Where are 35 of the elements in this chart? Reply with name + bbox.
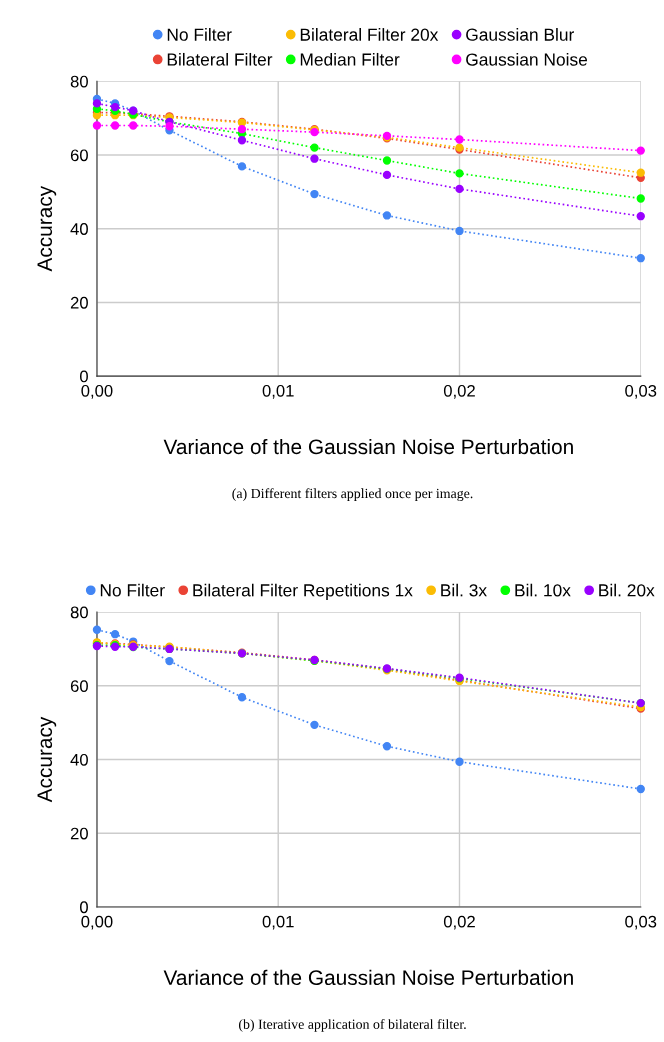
legend-label: No Filter — [100, 583, 165, 597]
y-tick-label: 20 — [70, 296, 88, 309]
x-axis-title: Variance of the Gaussian Noise Perturbation — [163, 438, 573, 455]
y-tick-label: 80 — [70, 606, 88, 619]
text: (a) Different filters applied once per image. — [232, 488, 473, 501]
y-axis-title: Accuracy — [37, 716, 57, 803]
y-tick-label: 60 — [70, 149, 88, 162]
legend-label: Median Filter — [300, 52, 400, 66]
y-axis-title: Accuracy — [37, 185, 57, 272]
legend-label: Bil. 3x — [441, 583, 487, 597]
legend-label: Gaussian Noise — [466, 52, 588, 66]
text: (b) Iterative application of bilateral filter. — [239, 1019, 466, 1032]
x-tick-label: 0,02 — [443, 915, 475, 930]
y-tick-label: 0 — [79, 370, 88, 383]
legend-label: Bil. 20x — [599, 583, 655, 597]
legend-label: Bilateral Filter Repetitions 1x — [193, 583, 413, 600]
y-tick-label: 0 — [79, 901, 88, 914]
legend-label: Bilateral Filter 20x — [300, 28, 439, 41]
x-tick-label: 0,03 — [625, 384, 657, 399]
x-tick-label: 0,00 — [81, 915, 113, 930]
x-axis-title: Variance of the Gaussian Noise Perturbation — [163, 969, 573, 986]
x-tick-label: 0,02 — [443, 384, 475, 399]
x-tick-label: 0,00 — [81, 384, 113, 399]
legend-label: Gaussian Blur — [466, 28, 575, 41]
y-tick-label: 40 — [70, 223, 88, 235]
x-tick-label: 0,01 — [262, 915, 294, 930]
y-tick-label: 20 — [70, 827, 88, 840]
y-tick-label: 60 — [70, 680, 88, 692]
x-tick-label: 0,01 — [262, 384, 294, 399]
x-tick-label: 0,03 — [625, 915, 657, 930]
legend-label: Bilateral Filter — [167, 52, 273, 66]
y-tick-label: 80 — [70, 75, 88, 88]
legend-label: No Filter — [167, 28, 232, 41]
legend-label: Bil. 10x — [515, 583, 571, 597]
y-tick-label: 40 — [70, 753, 88, 766]
